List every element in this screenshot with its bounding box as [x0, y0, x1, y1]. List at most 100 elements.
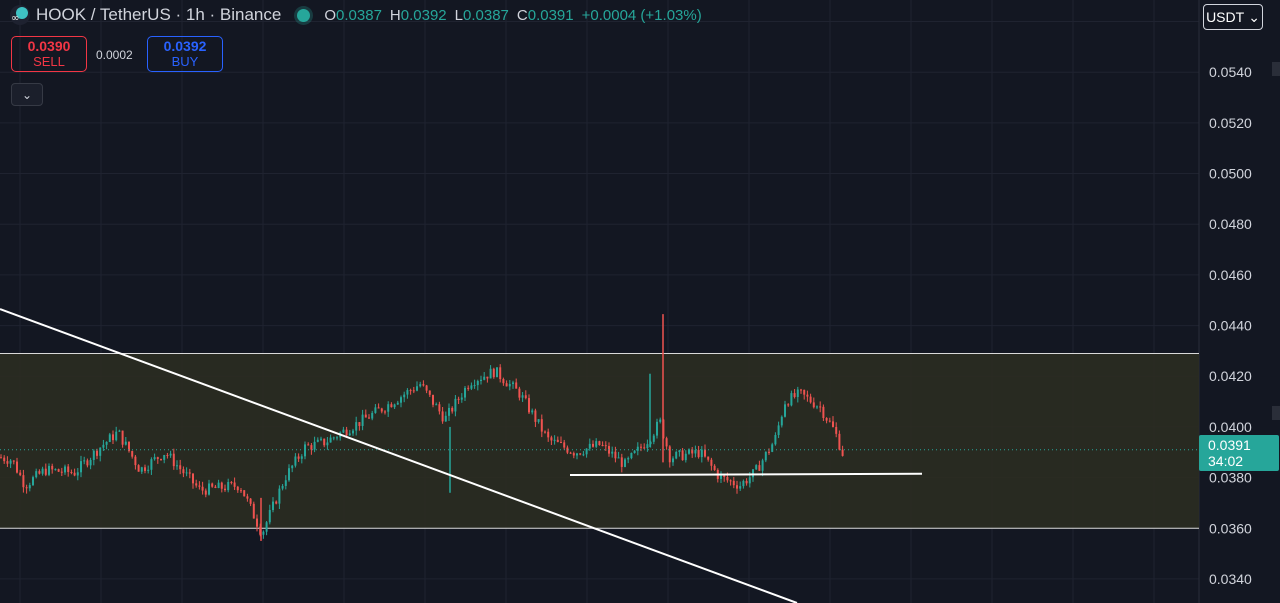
candle-body-down: [643, 447, 646, 449]
candle-body-up: [278, 488, 281, 504]
candle-body-down: [665, 438, 668, 447]
candle-body-up: [99, 447, 102, 456]
candle-body-up: [150, 459, 153, 470]
candle-body-up: [227, 482, 230, 491]
buy-button[interactable]: 0.0392 BUY: [147, 36, 223, 72]
candle-body-down: [422, 384, 425, 386]
candle-body-up: [460, 397, 463, 400]
candle-body-down: [195, 483, 198, 486]
candle-body-up: [80, 461, 82, 473]
sell-label: SELL: [33, 54, 65, 69]
candle-body-down: [192, 473, 194, 484]
candle-body-up: [672, 458, 674, 463]
candle-body-up: [636, 446, 639, 451]
price-axis-label: 0.0380: [1209, 470, 1252, 486]
currency-selector[interactable]: USDT ⌄: [1203, 4, 1263, 30]
candle-body-up: [284, 480, 287, 486]
candle-body-down: [60, 471, 63, 473]
candle-body-up: [262, 531, 265, 535]
candle-body-down: [128, 441, 130, 452]
candle-body-up: [124, 441, 127, 445]
candle-body-down: [732, 480, 735, 486]
candle-body-up: [688, 449, 690, 454]
candle-body-down: [809, 396, 812, 403]
candle-body-down: [515, 382, 518, 389]
bar-countdown: 34:02: [1208, 453, 1244, 469]
candle-body-up: [115, 431, 118, 441]
support-line: [569, 472, 923, 477]
candle-body-down: [819, 406, 822, 408]
candle-body-down: [0, 457, 2, 459]
candle-body-up: [512, 382, 514, 384]
scale-handle-lower[interactable]: [1272, 406, 1280, 420]
candle-body-down: [38, 471, 41, 474]
price-axis-label: 0.0460: [1209, 267, 1252, 283]
high-value: 0.0392: [400, 6, 447, 24]
candle-body-down: [179, 465, 182, 470]
candle-body-down: [505, 383, 508, 387]
candle-body-down: [73, 472, 76, 476]
candle-body-down: [822, 406, 825, 418]
candle-body-up: [294, 456, 297, 466]
open-value: 0.0387: [336, 6, 382, 24]
candle-body-down: [707, 456, 710, 460]
candle-body-up: [291, 465, 294, 469]
candle-body-down: [198, 485, 201, 487]
candle-body-down: [710, 459, 713, 466]
candle-body-up: [656, 421, 658, 436]
candle-body-down: [323, 438, 326, 446]
candle-body-down: [275, 501, 278, 504]
candle-body-down: [550, 437, 553, 441]
candle-body-up: [652, 435, 655, 442]
candle-body-down: [201, 486, 204, 491]
candle-body-down: [534, 410, 537, 422]
sell-button[interactable]: 0.0390 SELL: [11, 36, 87, 72]
candle-body-up: [496, 367, 498, 378]
candle-body-down: [358, 422, 361, 426]
candle-body-down: [86, 460, 89, 466]
candle-body-down: [569, 452, 572, 454]
candle-body-up: [454, 398, 457, 412]
candle-body-down: [131, 451, 134, 457]
candle-body-up: [153, 457, 156, 460]
candle-body-up: [582, 454, 585, 456]
candle-body-up: [659, 419, 662, 422]
candle-body-up: [521, 395, 524, 398]
candle-body-down: [758, 465, 761, 471]
candle-body-down: [220, 482, 223, 489]
candle-body-down: [486, 376, 489, 379]
candle-body-up: [304, 444, 306, 457]
candle-body-down: [25, 487, 28, 489]
candle-body-down: [134, 456, 137, 466]
candle-body-down: [768, 451, 770, 453]
collapse-legend-button[interactable]: ⌄: [11, 83, 43, 106]
candle-body-down: [310, 445, 313, 450]
candle-body-down: [598, 441, 601, 446]
candle-body-up: [595, 441, 598, 447]
candle-body-down: [572, 453, 575, 456]
candle-body-up: [748, 477, 751, 484]
candle-body-down: [240, 490, 242, 492]
candle-body-down: [681, 450, 684, 461]
symbol-title[interactable]: HOOK / TetherUS · 1h · Binance: [36, 5, 282, 24]
candle-body-down: [428, 390, 431, 395]
candle-body-down: [6, 461, 9, 464]
candle-body-down: [44, 468, 47, 475]
scale-handle[interactable]: [1272, 62, 1280, 76]
candle-body-down: [668, 446, 671, 463]
candle-body-up: [352, 430, 354, 434]
candle-body-down: [3, 457, 6, 462]
candle-body-down: [297, 456, 300, 459]
candle-body-up: [694, 450, 697, 454]
candle-body-up: [553, 439, 556, 441]
candle-body-down: [560, 442, 562, 444]
price-axis-label: 0.0540: [1209, 64, 1252, 80]
candle-body-down: [432, 394, 434, 405]
candle-body-up: [448, 407, 450, 416]
candle-body-up: [444, 415, 447, 422]
candle-body-up: [796, 389, 799, 397]
candle-body-down: [204, 490, 207, 495]
candle-body-down: [243, 490, 246, 497]
candle-body-up: [396, 402, 399, 405]
